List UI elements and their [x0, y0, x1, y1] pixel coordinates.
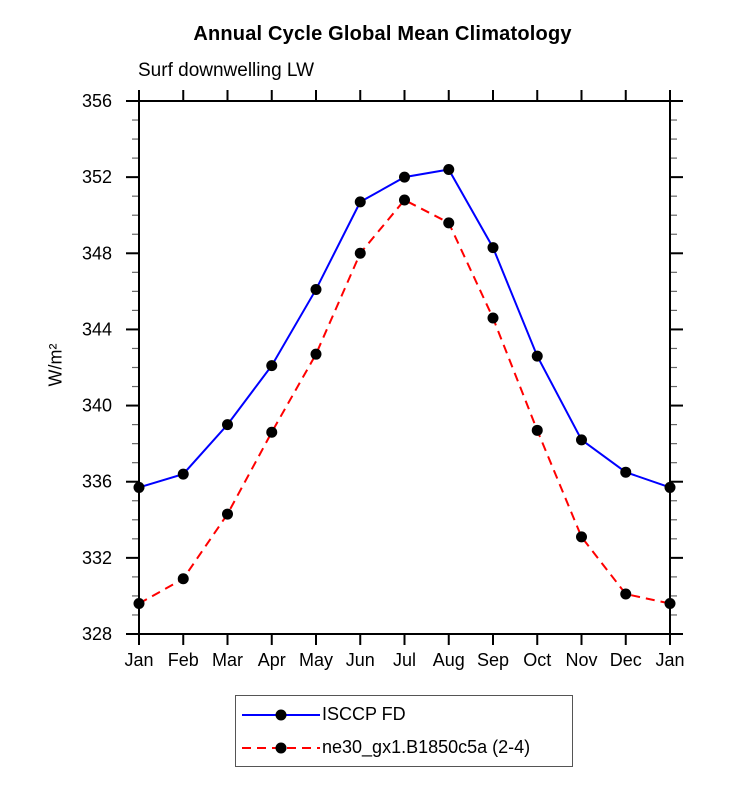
x-axis-tick-label: Jul [393, 650, 416, 670]
axis-ticks [126, 90, 683, 645]
y-axis-tick-label: 344 [82, 319, 112, 339]
legend-entry-ne30: ne30_gx1.B1850c5a (2-4) [242, 733, 572, 763]
series-line-0 [138, 168, 671, 489]
data-point-marker [531, 350, 543, 362]
y-axis-tick-label: 356 [82, 91, 112, 111]
x-axis-tick-labels: Jan Feb Mar Apr May Jun Jul Aug Sep Oct Nov Dec Jan [124, 650, 684, 670]
y-axis-tick-labels: 328 332 336 340 344 348 352 356 [82, 91, 112, 644]
data-point-marker [266, 360, 278, 372]
x-axis-tick-label: Mar [212, 650, 243, 670]
plot-frame [138, 100, 671, 635]
data-point-marker [133, 481, 145, 493]
chart-subtitle: Surf downwelling LW [138, 60, 315, 81]
legend-label-isccp-fd: ISCCP FD [322, 704, 406, 724]
data-point-marker [443, 217, 455, 229]
legend-line-sample-dashed [242, 742, 320, 753]
legend-label-ne30: ne30_gx1.B1850c5a (2-4) [322, 737, 531, 757]
legend-entry-isccp-fd: ISCCP FD [242, 700, 572, 730]
data-point-marker [487, 312, 499, 324]
data-point-marker [487, 242, 499, 254]
x-axis-tick-label: Dec [610, 650, 642, 670]
y-axis-tick-label: 348 [82, 243, 112, 263]
series-line-1 [138, 198, 671, 605]
y-axis-tick-label: 328 [82, 624, 112, 644]
x-axis-tick-label: Oct [523, 650, 551, 670]
y-axis-tick-label: 336 [82, 472, 112, 492]
legend: ISCCP FD ne30_gx1.B1850c5a (2-4) [235, 695, 573, 767]
data-point-marker [443, 164, 455, 176]
x-axis-tick-label: May [299, 650, 333, 670]
data-point-marker [664, 598, 676, 610]
x-axis-tick-label: Nov [565, 650, 597, 670]
series-markers-1 [133, 194, 676, 610]
data-point-marker [664, 481, 676, 493]
x-axis-tick-label: Aug [433, 650, 465, 670]
x-axis-tick-label: Jun [346, 650, 375, 670]
data-point-marker [399, 194, 410, 206]
x-axis-tick-label: Feb [168, 650, 199, 670]
data-point-marker [177, 468, 189, 480]
data-point-marker [576, 531, 587, 543]
series-markers-0 [133, 164, 676, 493]
data-point-marker [576, 434, 587, 446]
y-axis-tick-label: 352 [82, 167, 112, 187]
data-point-marker [310, 348, 322, 360]
y-axis-tick-label: 332 [82, 548, 112, 568]
data-point-marker [354, 196, 366, 208]
data-point-marker [531, 424, 543, 436]
x-axis-tick-label: Jan [124, 650, 153, 670]
chart-title: Annual Cycle Global Mean Climatology [193, 23, 572, 45]
data-point-marker [310, 283, 322, 295]
data-point-marker [133, 598, 145, 610]
legend-line-sample-solid [242, 709, 320, 720]
y-axis-tick-label: 340 [82, 396, 112, 416]
data-point-marker [177, 573, 189, 585]
data-point-marker [399, 171, 410, 183]
data-point-marker [266, 426, 278, 438]
data-point-marker [620, 588, 632, 600]
data-point-marker [620, 466, 632, 478]
data-point-marker [222, 419, 233, 431]
data-point-marker [222, 508, 233, 520]
x-axis-tick-label: Sep [477, 650, 509, 670]
x-axis-tick-label: Jan [655, 650, 684, 670]
data-point-marker [354, 247, 366, 259]
x-axis-tick-label: Apr [258, 650, 286, 670]
